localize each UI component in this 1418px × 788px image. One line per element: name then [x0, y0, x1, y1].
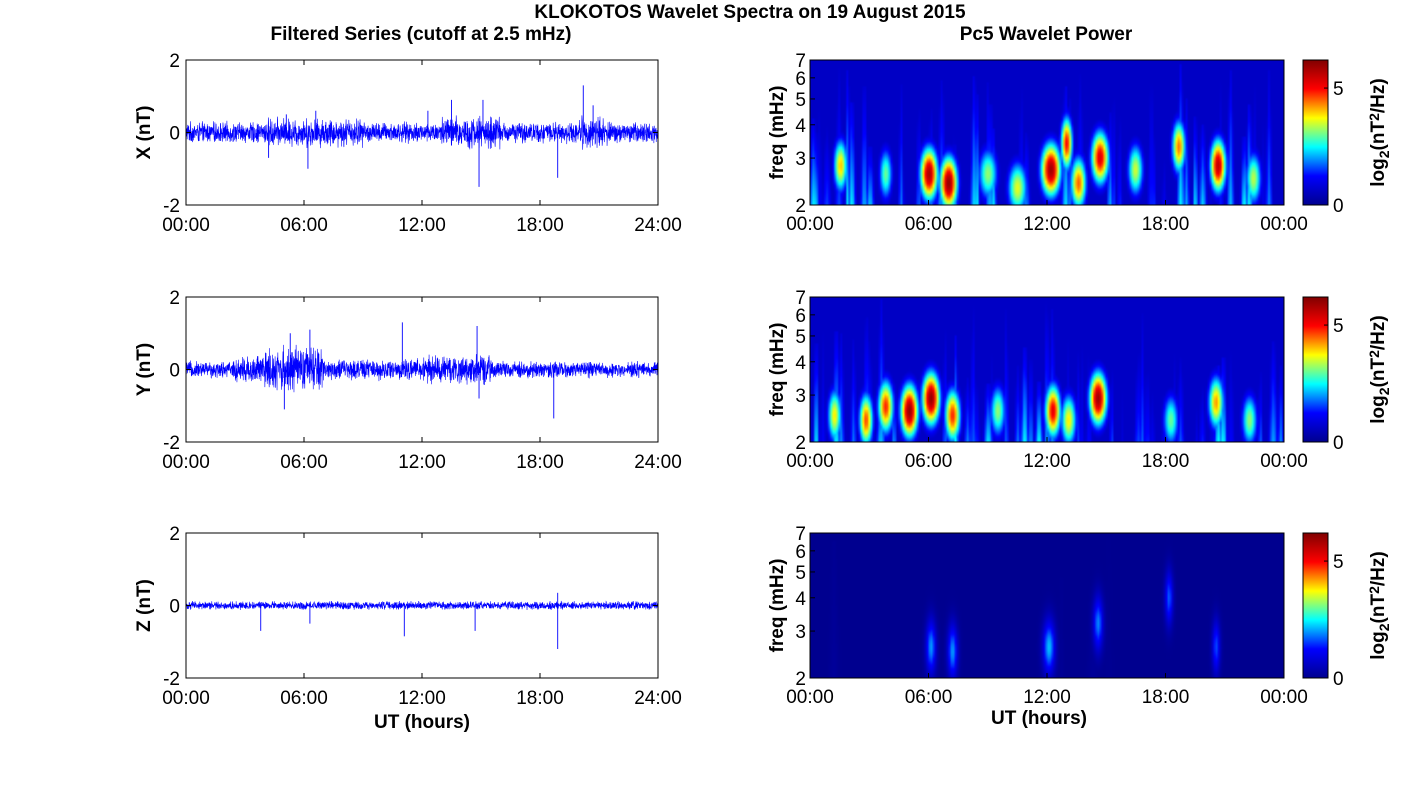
colorbar-tick-label: 0 [1333, 433, 1344, 454]
x-tick-label: 12:00 [1023, 451, 1071, 472]
x-tick-label: 06:00 [280, 688, 328, 709]
colorbar-tick-label: 5 [1333, 316, 1344, 337]
y-tick-label: 5 [795, 327, 806, 348]
x-tick-label: 18:00 [1142, 214, 1190, 235]
colorbar-tick-label: 0 [1333, 669, 1344, 690]
colorbar-tick-label: 5 [1333, 552, 1344, 573]
x-tick-label: 12:00 [1023, 687, 1071, 708]
panel-x-line: 00:00 06:00 12:00 18:00 24:00 -2 0 2 X (nT) [134, 51, 682, 236]
x-tick-label: 18:00 [1142, 451, 1190, 472]
y-tick-label: 6 [795, 306, 806, 327]
series-line-y [185, 344, 659, 393]
colorbar [1302, 296, 1329, 443]
y-tick-label: 7 [795, 51, 806, 72]
y-axis-label: freq (mHz) [767, 323, 788, 417]
x-tick-label: 12:00 [398, 452, 446, 473]
x-tick-label: 18:00 [516, 688, 564, 709]
colorbar-label: log2(nT2/Hz) [1366, 551, 1392, 659]
y-tick-label: 2 [795, 433, 806, 454]
x-tick-label: 06:00 [280, 215, 328, 236]
x-tick-label: 00:00 [786, 451, 834, 472]
x-tick-label: 00:00 [1260, 451, 1308, 472]
y-tick-label: 0 [169, 124, 180, 145]
y-tick-label: 0 [169, 361, 180, 382]
x-tick-label: 00:00 [1260, 214, 1308, 235]
x-tick-label: 00:00 [786, 687, 834, 708]
y-tick-label: -2 [163, 433, 180, 454]
panel-y-line: 00:00 06:00 12:00 18:00 24:00 -2 0 2 Y (nT) [134, 288, 682, 473]
x-tick-label: 06:00 [280, 452, 328, 473]
x-tick-label: 24:00 [634, 452, 682, 473]
x-tick-label: 18:00 [1142, 687, 1190, 708]
y-tick-label: 3 [795, 622, 806, 643]
y-axis-label: freq (mHz) [767, 86, 788, 180]
y-tick-label: 0 [169, 597, 180, 618]
x-tick-label: 00:00 [162, 452, 210, 473]
x-tick-label: 06:00 [905, 451, 953, 472]
x-axis-label: UT (hours) [991, 708, 1087, 729]
y-axis-label: Z (nT) [134, 579, 155, 632]
y-axis-label: X (nT) [134, 106, 155, 160]
y-tick-label: 2 [795, 196, 806, 217]
colorbar-label: log2(nT2/Hz) [1366, 315, 1392, 423]
series-line-z [185, 600, 659, 610]
x-tick-label: 00:00 [786, 214, 834, 235]
x-tick-label: 24:00 [634, 688, 682, 709]
x-tick-label: 12:00 [1023, 214, 1071, 235]
heatmap-raster [810, 533, 1284, 678]
y-tick-label: 3 [795, 149, 806, 170]
y-tick-label: -2 [163, 196, 180, 217]
colorbar-tick-label: 5 [1333, 79, 1344, 100]
y-tick-label: 2 [169, 288, 180, 309]
y-tick-label: 3 [795, 386, 806, 407]
x-tick-label: 00:00 [1260, 687, 1308, 708]
x-tick-label: 06:00 [905, 214, 953, 235]
y-tick-label: 6 [795, 542, 806, 563]
figure-title: KLOKOTOS Wavelet Spectra on 19 August 20… [534, 2, 966, 23]
x-tick-label: 18:00 [516, 452, 564, 473]
x-tick-label: 06:00 [905, 687, 953, 708]
x-tick-label: 12:00 [398, 688, 446, 709]
colorbar [1302, 59, 1329, 206]
y-axis-label: freq (mHz) [767, 559, 788, 653]
colorbar [1302, 532, 1329, 679]
series-line-x [185, 115, 659, 150]
x-tick-label: 12:00 [398, 215, 446, 236]
y-tick-label: 7 [795, 288, 806, 309]
colorbar-label: log2(nT2/Hz) [1366, 78, 1392, 186]
right-column-title: Pc5 Wavelet Power [960, 24, 1133, 45]
heatmap-raster [810, 297, 1284, 442]
x-tick-label: 24:00 [634, 215, 682, 236]
y-tick-label: 5 [795, 90, 806, 111]
y-tick-label: 6 [795, 69, 806, 90]
colorbar-tick-label: 0 [1333, 196, 1344, 217]
heatmap-raster [810, 60, 1284, 205]
y-tick-label: 2 [795, 669, 806, 690]
y-tick-label: -2 [163, 669, 180, 690]
y-tick-label: 4 [795, 589, 806, 610]
panel-z-line: 00:00 06:00 12:00 18:00 24:00 -2 0 2 Z (nT) UT (h… [134, 524, 682, 733]
y-tick-label: 2 [169, 524, 180, 545]
y-tick-label: 4 [795, 353, 806, 374]
y-tick-label: 2 [169, 51, 180, 72]
x-tick-label: 00:00 [162, 215, 210, 236]
left-column-title: Filtered Series (cutoff at 2.5 mHz) [271, 24, 572, 45]
x-tick-label: 00:00 [162, 688, 210, 709]
y-tick-label: 4 [795, 116, 806, 137]
x-tick-label: 18:00 [516, 215, 564, 236]
y-tick-label: 7 [795, 524, 806, 545]
x-axis-label: UT (hours) [374, 712, 470, 733]
y-tick-label: 5 [795, 563, 806, 584]
y-axis-label: Y (nT) [134, 343, 155, 396]
